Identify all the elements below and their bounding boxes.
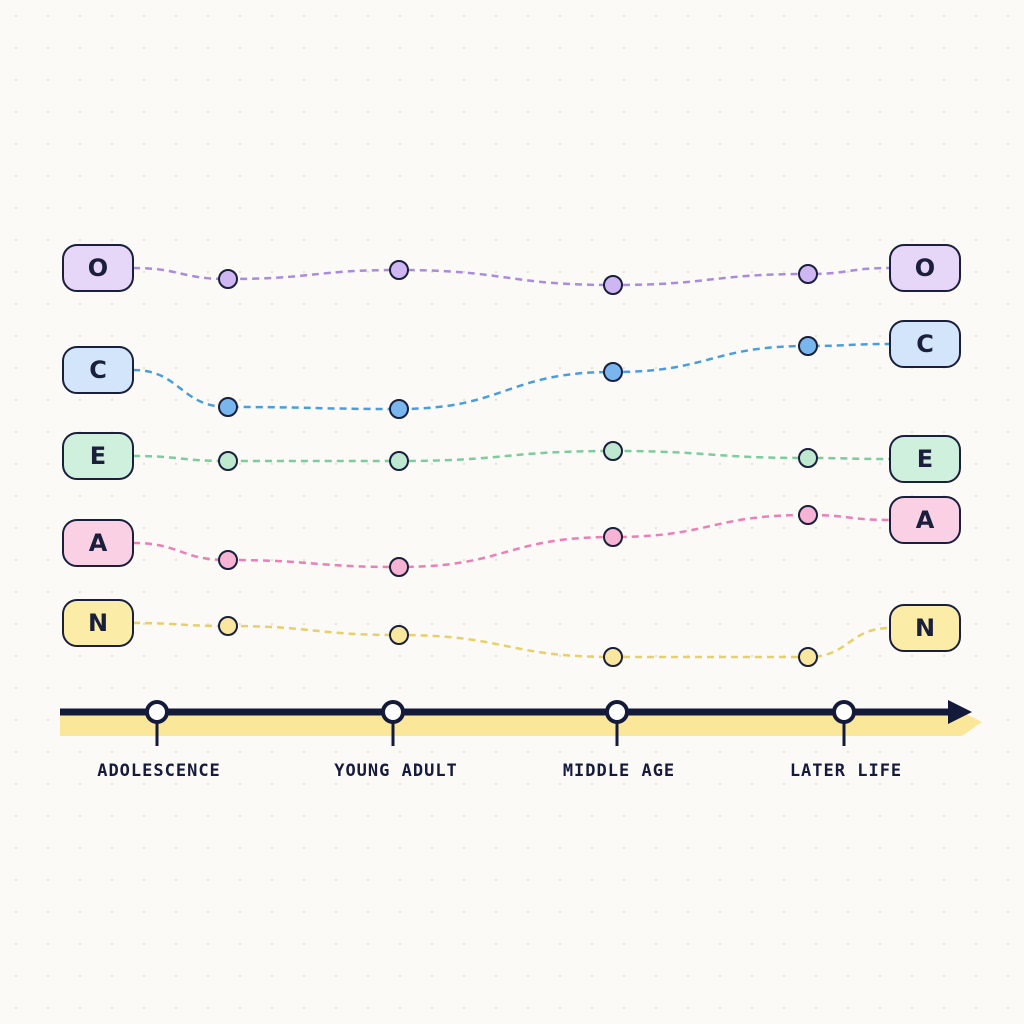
- trait-dot: [389, 260, 409, 280]
- trait-label: N: [88, 609, 108, 637]
- trait-dot: [798, 264, 818, 284]
- stage-label: ADOLESCENCE: [97, 761, 221, 781]
- trait-label: E: [90, 442, 106, 470]
- stage-marker: [145, 700, 169, 724]
- trait-dot: [389, 451, 409, 471]
- trait-dot: [798, 647, 818, 667]
- trait-dot: [218, 269, 238, 289]
- trait-pill: [62, 432, 134, 480]
- trait-label: O: [915, 254, 935, 282]
- trait-dot: [389, 557, 409, 577]
- trait-dot: [218, 616, 238, 636]
- trait-dot: [603, 441, 623, 461]
- stage-label: MIDDLE AGE: [563, 761, 675, 781]
- trait-label: C: [89, 356, 107, 384]
- stage-label: YOUNG ADULT: [334, 761, 458, 781]
- trait-dot: [603, 275, 623, 295]
- stage-marker: [381, 700, 405, 724]
- timeline: [60, 700, 982, 736]
- trait-dot: [603, 647, 623, 667]
- stage-marker: [832, 700, 856, 724]
- trait-dot: [798, 505, 818, 525]
- trait-label: E: [917, 445, 933, 473]
- stages: ADOLESCENCE YOUNG ADULT MIDDLE AGE LATER LI…: [97, 700, 902, 781]
- trait-pill: [889, 244, 961, 292]
- trait-label: A: [916, 506, 935, 534]
- trait-label: N: [915, 614, 935, 642]
- trait-label: O: [88, 254, 108, 282]
- trait-dot: [798, 336, 818, 356]
- trait-label: C: [916, 330, 934, 358]
- trait-pill: [889, 435, 961, 483]
- trait-label: A: [89, 529, 108, 557]
- trait-pill: [889, 320, 961, 368]
- stage-marker: [605, 700, 629, 724]
- trait-pill: [62, 599, 134, 647]
- trait-pill: [62, 346, 134, 394]
- trait-dot: [218, 550, 238, 570]
- trait-dot: [389, 625, 409, 645]
- trait-pill: [62, 519, 134, 567]
- trait-dot: [603, 362, 623, 382]
- trait-pill: [889, 496, 961, 544]
- trait-dot: [603, 527, 623, 547]
- trait-pill: [889, 604, 961, 652]
- trait-dot: [218, 451, 238, 471]
- timeline-arrow: [948, 700, 972, 724]
- timeline-band: [60, 712, 982, 736]
- trait-dot: [798, 448, 818, 468]
- trait-dot: [389, 399, 409, 419]
- stage-label: LATER LIFE: [790, 761, 902, 781]
- trait-lines: O O C C E E A A N N: [62, 244, 961, 667]
- trait-dot: [218, 397, 238, 417]
- trait-pill: [62, 244, 134, 292]
